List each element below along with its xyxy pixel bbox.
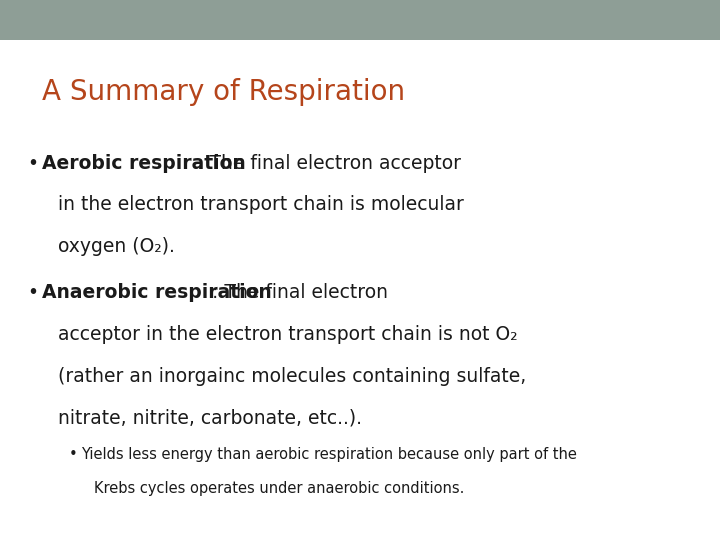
Text: •: •	[27, 284, 38, 302]
Text: in the electron transport chain is molecular: in the electron transport chain is molec…	[58, 195, 464, 214]
Text: •: •	[27, 154, 38, 173]
Text: •: •	[68, 447, 77, 462]
Text: oxygen (O₂).: oxygen (O₂).	[58, 237, 174, 256]
Text: Anaerobic respiration: Anaerobic respiration	[42, 284, 271, 302]
Text: Krebs cycles operates under anaerobic conditions.: Krebs cycles operates under anaerobic co…	[94, 481, 464, 496]
Text: Yields less energy than aerobic respiration because only part of the: Yields less energy than aerobic respirat…	[81, 447, 577, 462]
FancyBboxPatch shape	[0, 0, 720, 40]
Text: : The final electron acceptor: : The final electron acceptor	[197, 154, 461, 173]
Text: A Summary of Respiration: A Summary of Respiration	[42, 78, 405, 106]
Text: Aerobic respiration: Aerobic respiration	[42, 154, 246, 173]
Text: : The final electron: : The final electron	[212, 284, 388, 302]
Text: acceptor in the electron transport chain is not O₂: acceptor in the electron transport chain…	[58, 325, 517, 344]
Text: nitrate, nitrite, carbonate, etc..).: nitrate, nitrite, carbonate, etc..).	[58, 408, 361, 427]
Text: (rather an inorgainc molecules containing sulfate,: (rather an inorgainc molecules containin…	[58, 367, 526, 386]
